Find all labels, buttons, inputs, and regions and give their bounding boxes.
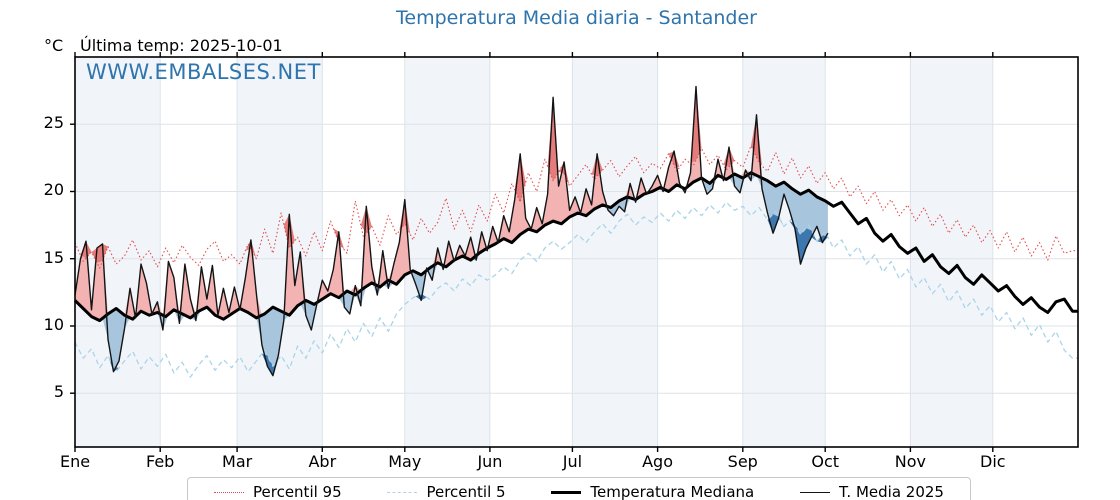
x-tick-label-feb: Feb [146, 452, 175, 471]
x-tick-label-nov: Nov [894, 452, 926, 471]
legend-item-mediana: Temperatura Mediana [551, 483, 754, 500]
t-media-2025-line [74, 85, 829, 377]
month-band [572, 57, 658, 447]
y-tick-label-25: 25 [43, 113, 64, 133]
chart-legend: Percentil 95 Percentil 5 Temperatura Med… [187, 477, 971, 500]
legend-label-percentil-5: Percentil 5 [426, 483, 506, 500]
legend-item-t-media-2025: T. Media 2025 [800, 483, 944, 500]
plot-frame [74, 56, 1079, 448]
x-tick-label-mar: Mar [222, 452, 253, 471]
temperatura-mediana-line [73, 171, 1078, 323]
x-tick-label-sep: Sep [727, 452, 758, 471]
last-temp-annotation: Última temp: 2025-10-01 [80, 36, 283, 55]
month-band [742, 57, 826, 447]
x-tick-label-abr: Abr [308, 452, 337, 471]
fill-below-median [75, 172, 828, 376]
y-tick-label-20: 20 [43, 180, 64, 200]
legend-label-percentil-95: Percentil 95 [253, 483, 342, 500]
percentil-95-line-sample-icon [214, 491, 244, 493]
y-axis-unit-label: °C [44, 36, 64, 55]
x-tick-label-jul: Jul [562, 452, 583, 471]
percentil-95-line [74, 145, 1078, 269]
mediana-line-sample-icon [551, 490, 582, 494]
watermark-text: WWW.EMBALSES.NET [86, 60, 321, 84]
month-band [910, 57, 993, 447]
legend-label-mediana: Temperatura Mediana [590, 483, 755, 500]
t-media-2025-line-sample-icon [800, 491, 831, 493]
x-tick-label-ago: Ago [642, 452, 673, 471]
x-tick-label-oct: Oct [811, 452, 840, 471]
x-tick-label-may: May [388, 452, 422, 471]
percentil-5-line-sample-icon [387, 491, 418, 493]
y-tick-label-5: 5 [53, 382, 64, 402]
legend-item-percentil-95: Percentil 95 [214, 483, 342, 500]
legend-item-percentil-5: Percentil 5 [387, 483, 506, 500]
legend-label-t-media-2025: T. Media 2025 [839, 483, 944, 500]
y-tick-label-10: 10 [43, 314, 64, 334]
y-tick-label-15: 15 [43, 247, 64, 267]
x-tick-label-dic: Dic [980, 452, 1006, 471]
x-tick-label-jun: Jun [477, 452, 503, 471]
percentil-5-line [74, 201, 1078, 378]
page-title: Temperatura Media diaria - Santander [396, 7, 757, 29]
x-tick-label-ene: Ene [59, 452, 91, 471]
